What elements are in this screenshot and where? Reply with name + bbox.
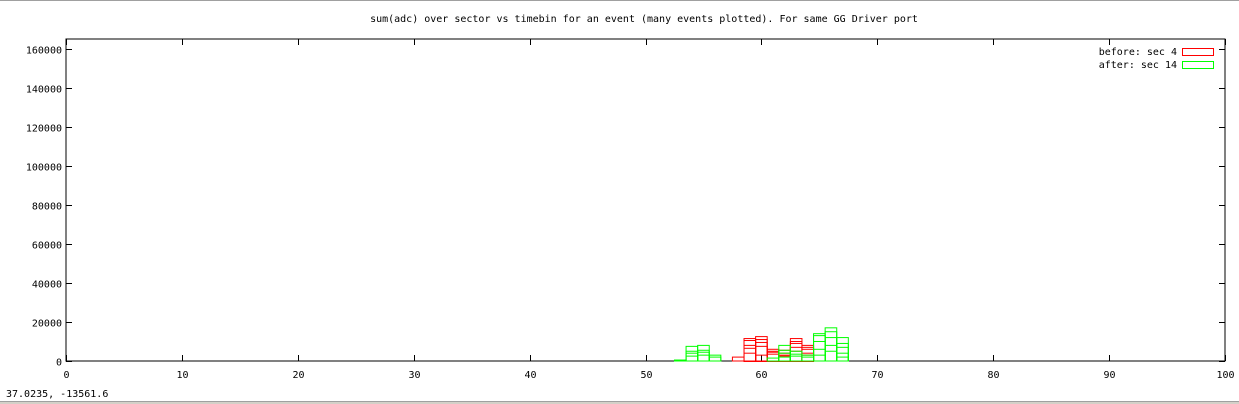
histogram-bar xyxy=(836,342,849,362)
x-tick-label: 10 xyxy=(176,370,188,381)
bars-layer xyxy=(673,327,849,362)
y-tick-label: 120000 xyxy=(26,124,62,135)
y-tick-label: 140000 xyxy=(26,85,62,96)
histogram-bar xyxy=(743,352,757,362)
axes: 0 10 20 30 40 50 60 70 80 90 100 0 20000 40000 60000 80… xyxy=(26,38,1235,381)
x-tick-label: 50 xyxy=(640,370,652,381)
x-tick-label: 20 xyxy=(292,370,304,381)
histogram-bar xyxy=(824,331,838,362)
histogram-bar xyxy=(824,344,838,362)
x-tick-label: 40 xyxy=(524,370,536,381)
histogram-bar xyxy=(824,350,838,362)
histogram-bar xyxy=(778,352,791,362)
legend-swatch xyxy=(1182,61,1214,69)
chart-title: sum(adc) over sector vs timebin for an e… xyxy=(370,14,918,25)
window-top-border xyxy=(0,0,1239,1)
histogram-bar xyxy=(755,345,768,362)
y-tick-label: 80000 xyxy=(32,202,62,213)
histogram-bar xyxy=(743,338,757,362)
x-tick-label: 80 xyxy=(987,370,999,381)
x-tick-label: 0 xyxy=(63,370,69,381)
legend-label: after: sec 14 xyxy=(1099,60,1177,71)
histogram-bar xyxy=(673,359,687,362)
histogram-bar xyxy=(801,356,815,362)
histogram-bar xyxy=(697,344,710,362)
y-tick-label: 20000 xyxy=(32,319,62,330)
histogram-plot[interactable]: sum(adc) over sector vs timebin for an e… xyxy=(0,0,1239,390)
x-tick-label: 60 xyxy=(755,370,767,381)
histogram-bar xyxy=(836,356,849,362)
window-bottom-border xyxy=(0,401,1239,404)
legend-swatch xyxy=(1182,48,1214,56)
histogram-bar xyxy=(836,346,849,362)
histogram-bar xyxy=(824,337,838,362)
y-tick-label: 100000 xyxy=(26,163,62,174)
histogram-bar xyxy=(824,327,838,362)
histogram-bar xyxy=(743,340,757,362)
x-tick-label: 100 xyxy=(1216,370,1234,381)
histogram-bar xyxy=(813,335,826,362)
legend-label: before: sec 4 xyxy=(1099,47,1177,58)
y-tick-label: 160000 xyxy=(26,46,62,57)
histogram-bar xyxy=(766,351,780,362)
histogram-bar xyxy=(697,354,710,362)
histogram-bar xyxy=(685,355,699,362)
histogram-bar xyxy=(801,354,815,362)
x-tick-label: 90 xyxy=(1103,370,1115,381)
plot-frame xyxy=(65,38,1226,362)
histogram-bar xyxy=(789,355,803,362)
cursor-coordinates-readout: 37.0235, -13561.6 xyxy=(6,389,109,400)
histogram-bar xyxy=(789,353,803,362)
histogram-bar xyxy=(813,333,826,362)
histogram-bar xyxy=(778,356,791,362)
histogram-bar xyxy=(813,354,826,362)
y-tick-label: 40000 xyxy=(32,280,62,291)
histogram-bar xyxy=(708,354,722,362)
histogram-bar xyxy=(708,356,722,362)
x-tick-label: 70 xyxy=(871,370,883,381)
histogram-bar xyxy=(731,356,745,362)
histogram-bar xyxy=(743,347,757,362)
histogram-bar xyxy=(697,351,710,362)
x-tick-label: 30 xyxy=(408,370,420,381)
histogram-bar xyxy=(813,340,826,362)
y-tick-label: 60000 xyxy=(32,241,62,252)
y-tick-label: 0 xyxy=(56,358,62,369)
histogram-bar xyxy=(685,352,699,362)
histogram-bar xyxy=(789,342,803,362)
histogram-bar xyxy=(801,354,815,362)
histogram-bar xyxy=(766,357,780,362)
legend: before: sec 4 after: sec 14 xyxy=(1099,47,1214,71)
